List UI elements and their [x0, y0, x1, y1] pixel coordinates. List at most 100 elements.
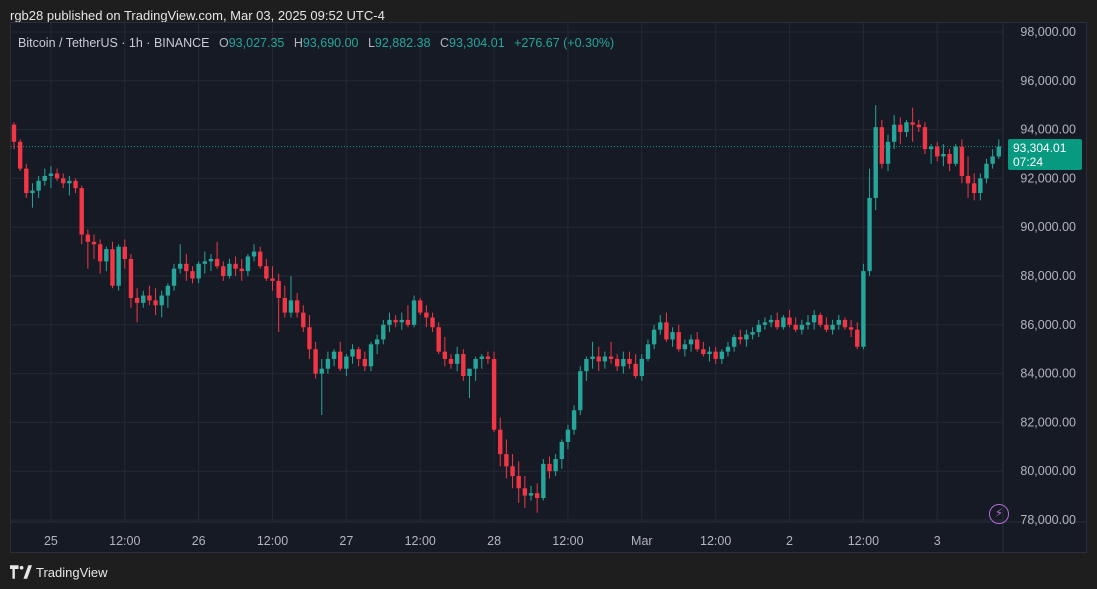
candle-body [239, 268, 244, 272]
candle-body [405, 319, 411, 325]
x-tick-label: 2 [786, 534, 793, 548]
candle-body [590, 356, 595, 359]
y-tick-label: 78,000.00 [1020, 513, 1076, 527]
y-tick-label: 86,000.00 [1020, 318, 1076, 332]
candle-body [898, 124, 903, 133]
symbol-label[interactable]: Bitcoin / TetherUS · 1h · BINANCE [18, 36, 210, 50]
change-value: +276.67 (+0.30%) [514, 36, 615, 50]
candle-body [381, 324, 386, 340]
candle-body [442, 351, 448, 359]
candle-body [910, 122, 915, 125]
candle-body [214, 258, 220, 267]
candle-body [725, 346, 731, 352]
candle-body [867, 197, 872, 272]
candle-body [793, 324, 798, 330]
x-tick-label: Mar [631, 534, 653, 548]
candle-body [664, 322, 669, 340]
candle-body [418, 300, 423, 313]
candle-body [707, 351, 712, 355]
candle-body [104, 249, 109, 262]
candle-body [744, 334, 749, 340]
candle-body [91, 241, 97, 245]
candle-body [522, 488, 528, 496]
candle-body [301, 312, 306, 328]
candle-body [221, 266, 226, 276]
candle-body [208, 258, 214, 262]
candle-body [658, 322, 663, 330]
x-tick-label: 3 [934, 534, 941, 548]
x-tick-label: 12:00 [109, 534, 140, 548]
candle-body [824, 324, 829, 330]
brand-name: TradingView [36, 564, 108, 580]
publish-info: rgb28 published on TradingView.com, Mar … [10, 8, 385, 23]
candle-body [454, 354, 460, 364]
candle-body [67, 180, 72, 184]
candle-body [338, 351, 343, 369]
candle-body [196, 263, 201, 279]
candle-body [885, 141, 891, 164]
candle-body [393, 319, 398, 323]
candle-body [547, 463, 552, 472]
candle-body [935, 146, 940, 157]
candle-body [24, 168, 29, 194]
y-tick-label: 94,000.00 [1020, 123, 1076, 137]
last-price-value: 93,304.01 [1013, 141, 1067, 155]
candle-body [165, 285, 171, 296]
candle-body [775, 319, 780, 328]
low-label: L [367, 36, 375, 50]
x-tick-label: 12:00 [257, 534, 288, 548]
candle-body [553, 459, 558, 472]
candle-body [928, 146, 934, 150]
candle-body [504, 454, 509, 467]
ohlc-legend: Bitcoin / TetherUS · 1h · BINANCE O93,02… [18, 34, 614, 52]
candle-body [541, 463, 546, 499]
candle-body [344, 356, 349, 369]
candle-body [830, 324, 835, 330]
x-tick-label: 12:00 [700, 534, 731, 548]
candle-body [264, 266, 269, 279]
candle-body [350, 349, 355, 357]
candle-body [559, 441, 564, 459]
candle-body [245, 256, 251, 272]
candle-body [713, 351, 718, 359]
candle-body [953, 146, 958, 164]
candle-body [971, 183, 977, 194]
high-value: 93,690.00 [302, 36, 359, 50]
candle-body [227, 263, 232, 276]
candle-body [731, 337, 737, 347]
close-label: C [440, 36, 450, 50]
high-label: H [293, 36, 303, 50]
candle-body [48, 173, 54, 176]
candle-body [461, 354, 466, 377]
candle-body [430, 317, 435, 328]
candle-body [738, 337, 743, 340]
candle-body [516, 476, 521, 489]
candle-body [319, 368, 324, 374]
candle-body [36, 180, 41, 191]
open-value: 93,027.35 [228, 36, 285, 50]
candle-body [473, 358, 478, 369]
candle-body [528, 493, 534, 496]
x-tick-label: 27 [339, 534, 353, 548]
candle-body [424, 312, 429, 318]
lightning-icon[interactable]: ⚡ [989, 504, 1009, 524]
candle-body [584, 358, 589, 372]
candle-body [97, 244, 103, 262]
y-tick-label: 82,000.00 [1020, 415, 1076, 429]
candle-body [922, 127, 928, 150]
candle-body [436, 327, 441, 352]
candle-body [11, 124, 17, 142]
candle-body [30, 190, 35, 194]
candle-body [978, 178, 983, 194]
x-tick-label: 12:00 [848, 534, 879, 548]
low-value: 92,882.38 [374, 36, 431, 50]
candle-body [61, 178, 66, 184]
candle-body [965, 175, 971, 184]
candle-body [633, 363, 638, 377]
candle-body [147, 295, 152, 301]
candle-body [411, 300, 417, 325]
candle-body [159, 295, 164, 306]
candle-body [787, 317, 792, 325]
candle-body [17, 141, 23, 169]
